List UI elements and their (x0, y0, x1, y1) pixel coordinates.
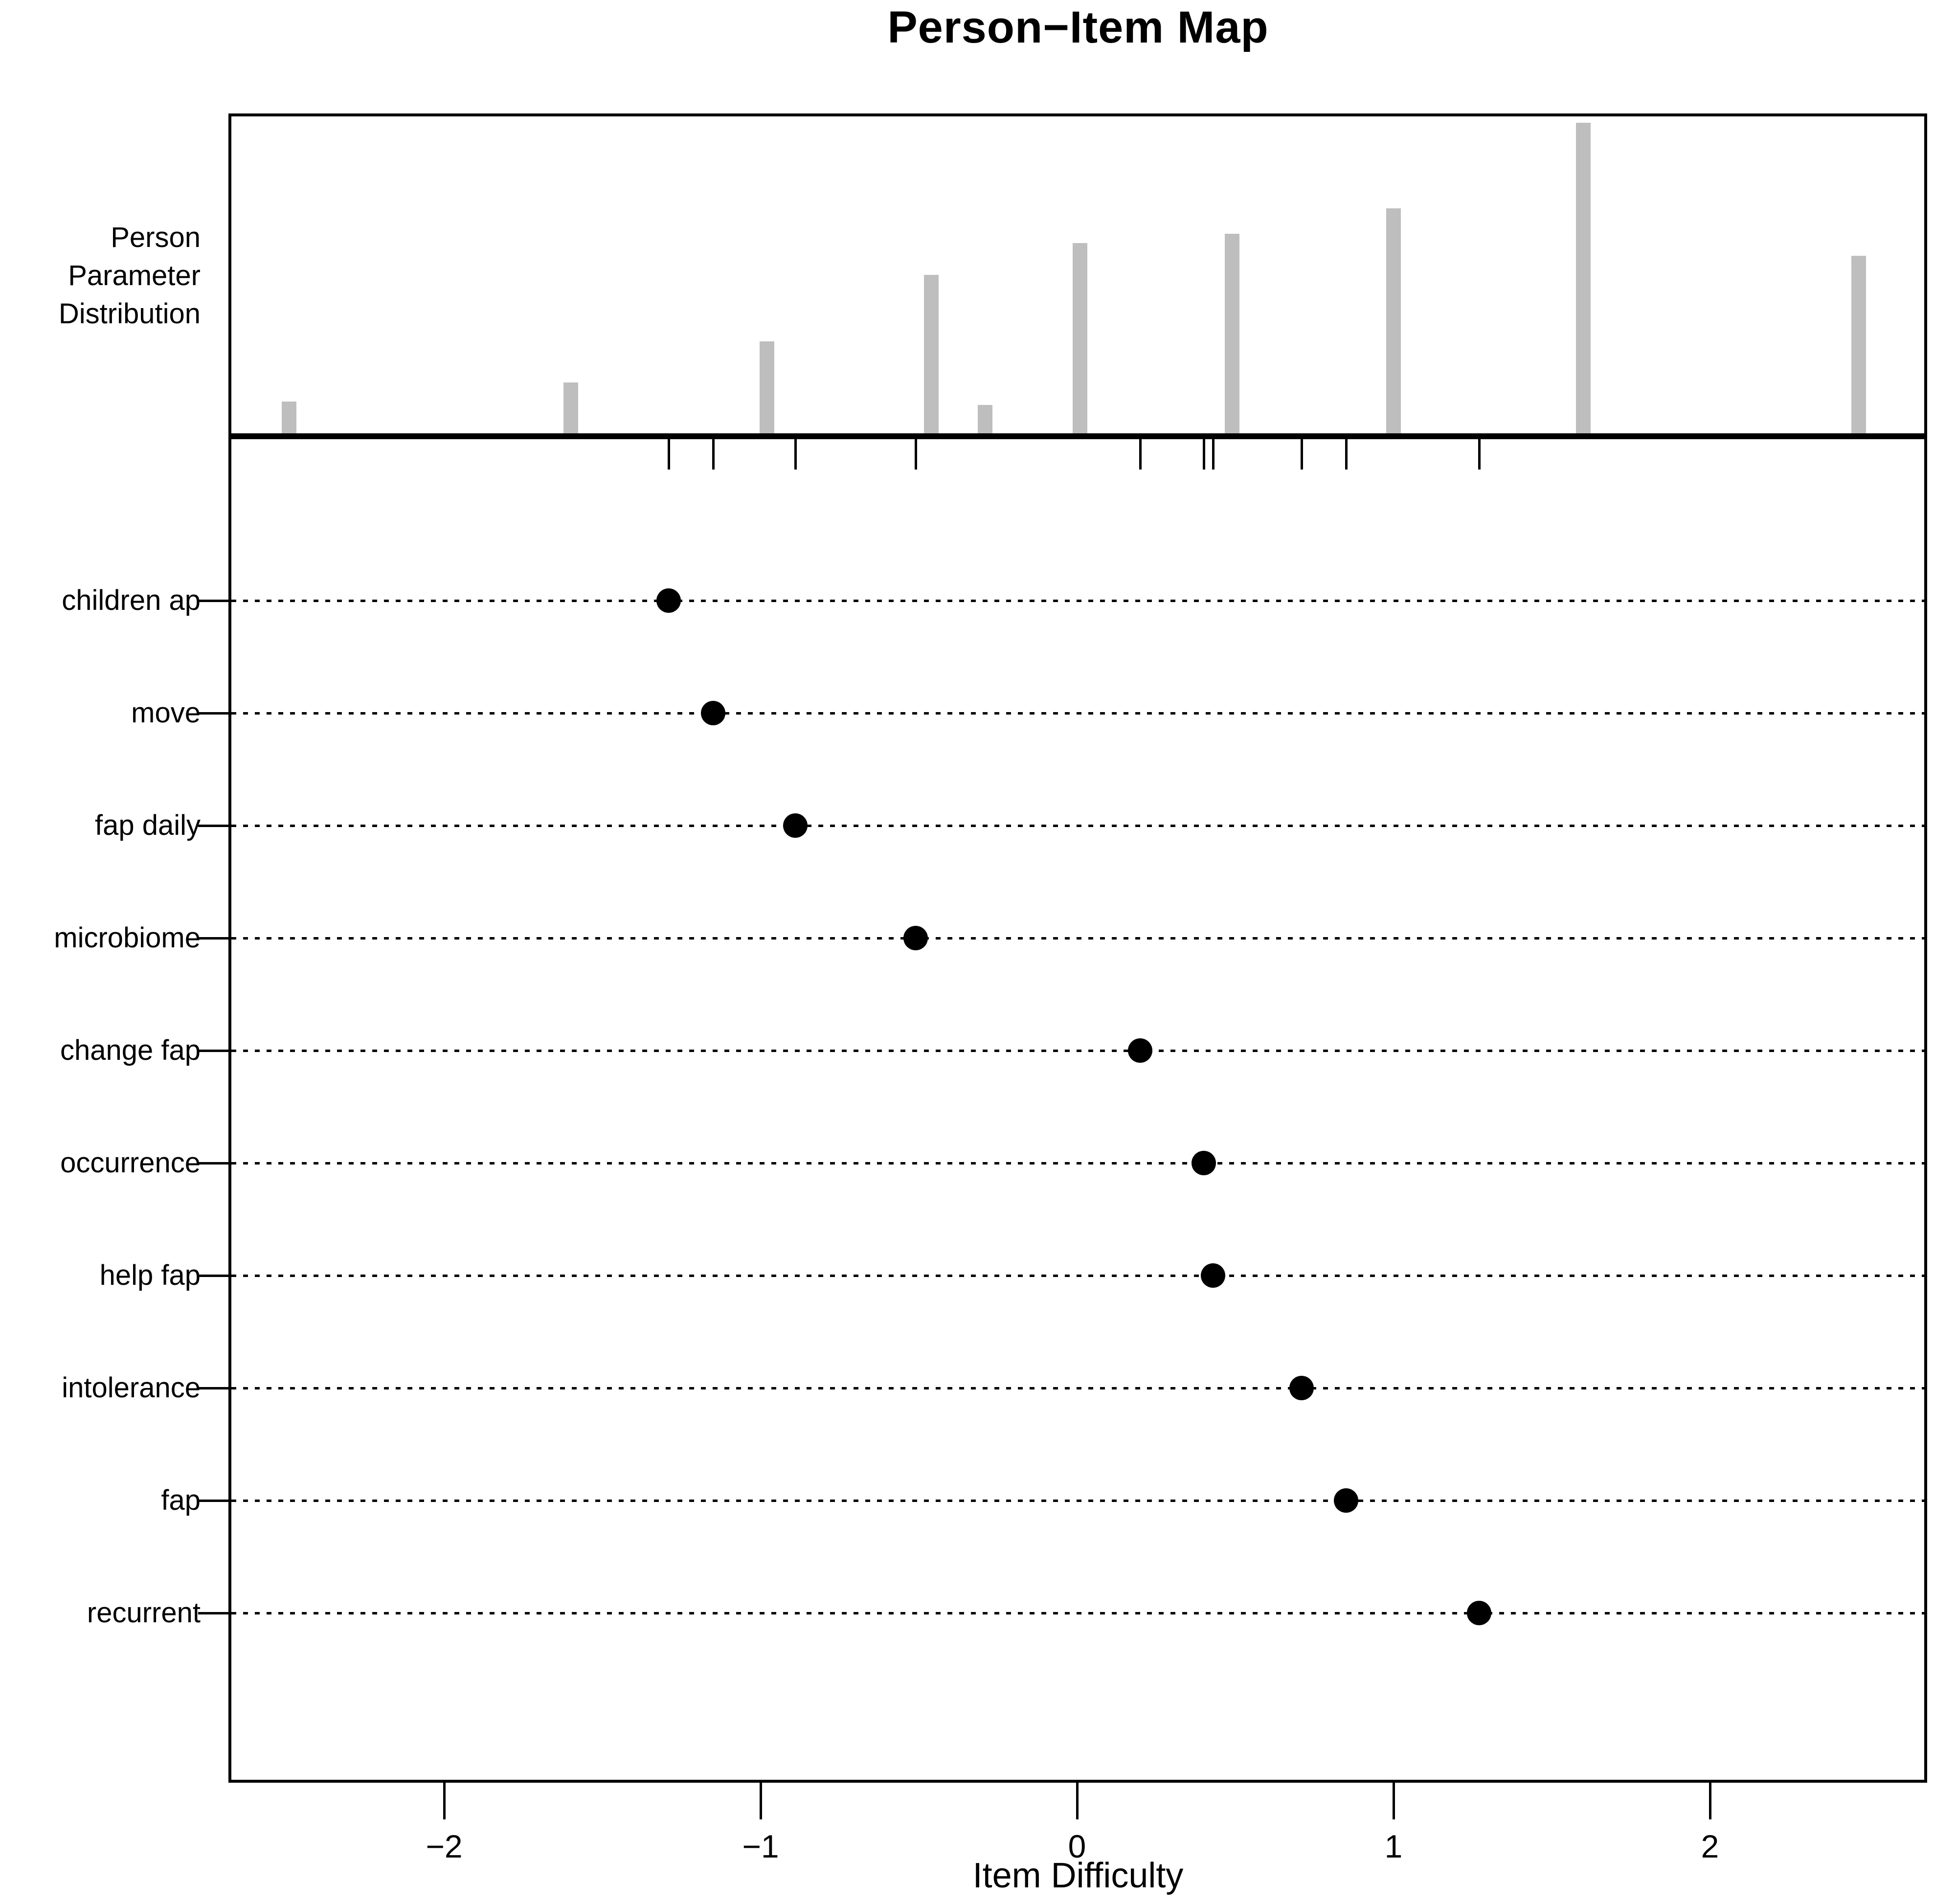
person-histogram-bar (1225, 234, 1239, 433)
item-row-dotted-line (231, 825, 1924, 827)
row-axis-tick (198, 1162, 228, 1165)
x-axis-tick (1709, 1783, 1711, 1819)
item-row-dotted-line (231, 1275, 1924, 1277)
row-axis-tick (198, 825, 228, 827)
item-difficulty-dot (1128, 1038, 1152, 1063)
person-histogram-bar (1386, 208, 1401, 433)
x-axis-tick-label: −2 (426, 1828, 463, 1864)
item-label: move (131, 697, 201, 729)
person-histogram-bar (282, 402, 296, 433)
person-histogram-bar (760, 341, 774, 433)
person-parameter-distribution-label-line1: Person (111, 222, 201, 253)
row-axis-tick (198, 600, 228, 602)
item-label: fap (161, 1484, 201, 1516)
item-difficulty-tick (1478, 439, 1481, 470)
person-parameter-distribution-label-line2: Parameter (68, 260, 201, 291)
item-label: recurrent (87, 1597, 201, 1629)
person-histogram-bar (924, 275, 939, 433)
x-axis-tick (1393, 1783, 1395, 1819)
item-label: change fap (60, 1034, 201, 1066)
item-difficulty-dot (701, 701, 725, 725)
row-axis-tick (198, 937, 228, 940)
item-difficulty-dot (656, 588, 681, 613)
person-histogram-bar (978, 405, 992, 433)
item-row-dotted-line (231, 1500, 1924, 1502)
item-difficulty-dot (1201, 1263, 1225, 1288)
x-axis-tick (1076, 1783, 1079, 1819)
item-difficulty-tick (1345, 439, 1348, 470)
item-row-dotted-line (231, 1050, 1924, 1052)
item-difficulty-dot (1334, 1488, 1358, 1513)
item-label: microbiome (54, 922, 201, 954)
item-difficulty-tick (794, 439, 797, 470)
row-axis-tick (198, 1275, 228, 1277)
item-difficulty-dot (1467, 1601, 1491, 1625)
person-histogram-bar (1073, 243, 1087, 433)
item-difficulty-tick (668, 439, 670, 470)
item-row-dotted-line (231, 937, 1924, 940)
x-axis-title: Item Difficulty (972, 1856, 1184, 1895)
x-axis-tick-label: 1 (1384, 1828, 1403, 1864)
item-difficulty-tick (915, 439, 917, 470)
person-histogram-bar (563, 382, 578, 433)
x-axis-tick (760, 1783, 762, 1819)
item-difficulty-tick (1301, 439, 1303, 470)
item-difficulty-tick (1203, 439, 1205, 470)
chart-title: Person−Item Map (887, 2, 1269, 52)
row-axis-tick (198, 1500, 228, 1502)
x-axis-tick (443, 1783, 446, 1819)
x-axis-tick-label: 2 (1701, 1828, 1719, 1864)
item-difficulty-dot (1192, 1151, 1216, 1175)
person-parameter-distribution-label-line3: Distribution (58, 298, 201, 330)
row-axis-tick (198, 1612, 228, 1614)
item-difficulty-tick (712, 439, 715, 470)
item-row-dotted-line (231, 1162, 1924, 1165)
person-histogram-bar (1851, 256, 1866, 433)
item-label: fap daily (94, 809, 201, 841)
item-difficulty-dot (783, 813, 808, 838)
person-histogram-bar (1576, 123, 1591, 433)
person-parameter-distribution-label: Person Parameter Distribution (0, 219, 201, 333)
item-label: children ap (62, 584, 201, 616)
person-distribution-panel (228, 113, 1927, 436)
item-difficulty-tick (1212, 439, 1214, 470)
row-axis-tick (198, 712, 228, 715)
x-axis-tick-label: 0 (1068, 1828, 1086, 1864)
item-label: intolerance (62, 1372, 201, 1404)
item-row-dotted-line (231, 600, 1924, 602)
item-row-dotted-line (231, 1612, 1924, 1614)
row-axis-tick (198, 1050, 228, 1052)
item-row-dotted-line (231, 712, 1924, 715)
item-difficulty-dot (1289, 1376, 1314, 1400)
item-label: occurrence (60, 1147, 201, 1179)
item-row-dotted-line (231, 1387, 1924, 1389)
item-difficulty-dot (903, 926, 928, 950)
row-axis-tick (198, 1387, 228, 1389)
x-axis-tick-label: −1 (742, 1828, 779, 1864)
item-label: help fap (99, 1259, 201, 1291)
item-map-panel (228, 436, 1927, 1783)
item-difficulty-tick (1139, 439, 1142, 470)
